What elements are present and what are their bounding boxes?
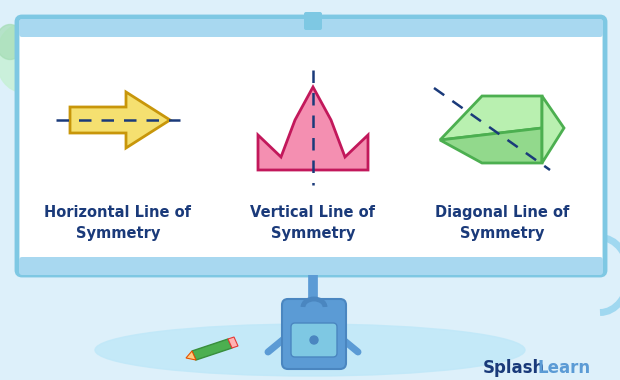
- Ellipse shape: [0, 24, 48, 92]
- Polygon shape: [228, 337, 238, 348]
- Polygon shape: [440, 96, 542, 140]
- Polygon shape: [70, 92, 170, 148]
- Text: Learn: Learn: [538, 359, 591, 377]
- FancyBboxPatch shape: [282, 299, 346, 369]
- FancyBboxPatch shape: [19, 257, 603, 275]
- Text: Diagonal Line of
Symmetry: Diagonal Line of Symmetry: [435, 205, 569, 241]
- FancyBboxPatch shape: [19, 19, 603, 37]
- Polygon shape: [258, 87, 368, 170]
- Polygon shape: [186, 351, 196, 360]
- Polygon shape: [542, 96, 564, 163]
- FancyBboxPatch shape: [304, 12, 322, 30]
- Text: Splash: Splash: [483, 359, 545, 377]
- FancyBboxPatch shape: [291, 323, 337, 357]
- FancyBboxPatch shape: [17, 17, 605, 275]
- Polygon shape: [192, 339, 232, 360]
- Polygon shape: [440, 128, 542, 163]
- Text: Vertical Line of
Symmetry: Vertical Line of Symmetry: [250, 205, 376, 241]
- Text: Horizontal Line of
Symmetry: Horizontal Line of Symmetry: [45, 205, 192, 241]
- Ellipse shape: [0, 24, 24, 60]
- Ellipse shape: [95, 324, 525, 376]
- Circle shape: [310, 336, 318, 344]
